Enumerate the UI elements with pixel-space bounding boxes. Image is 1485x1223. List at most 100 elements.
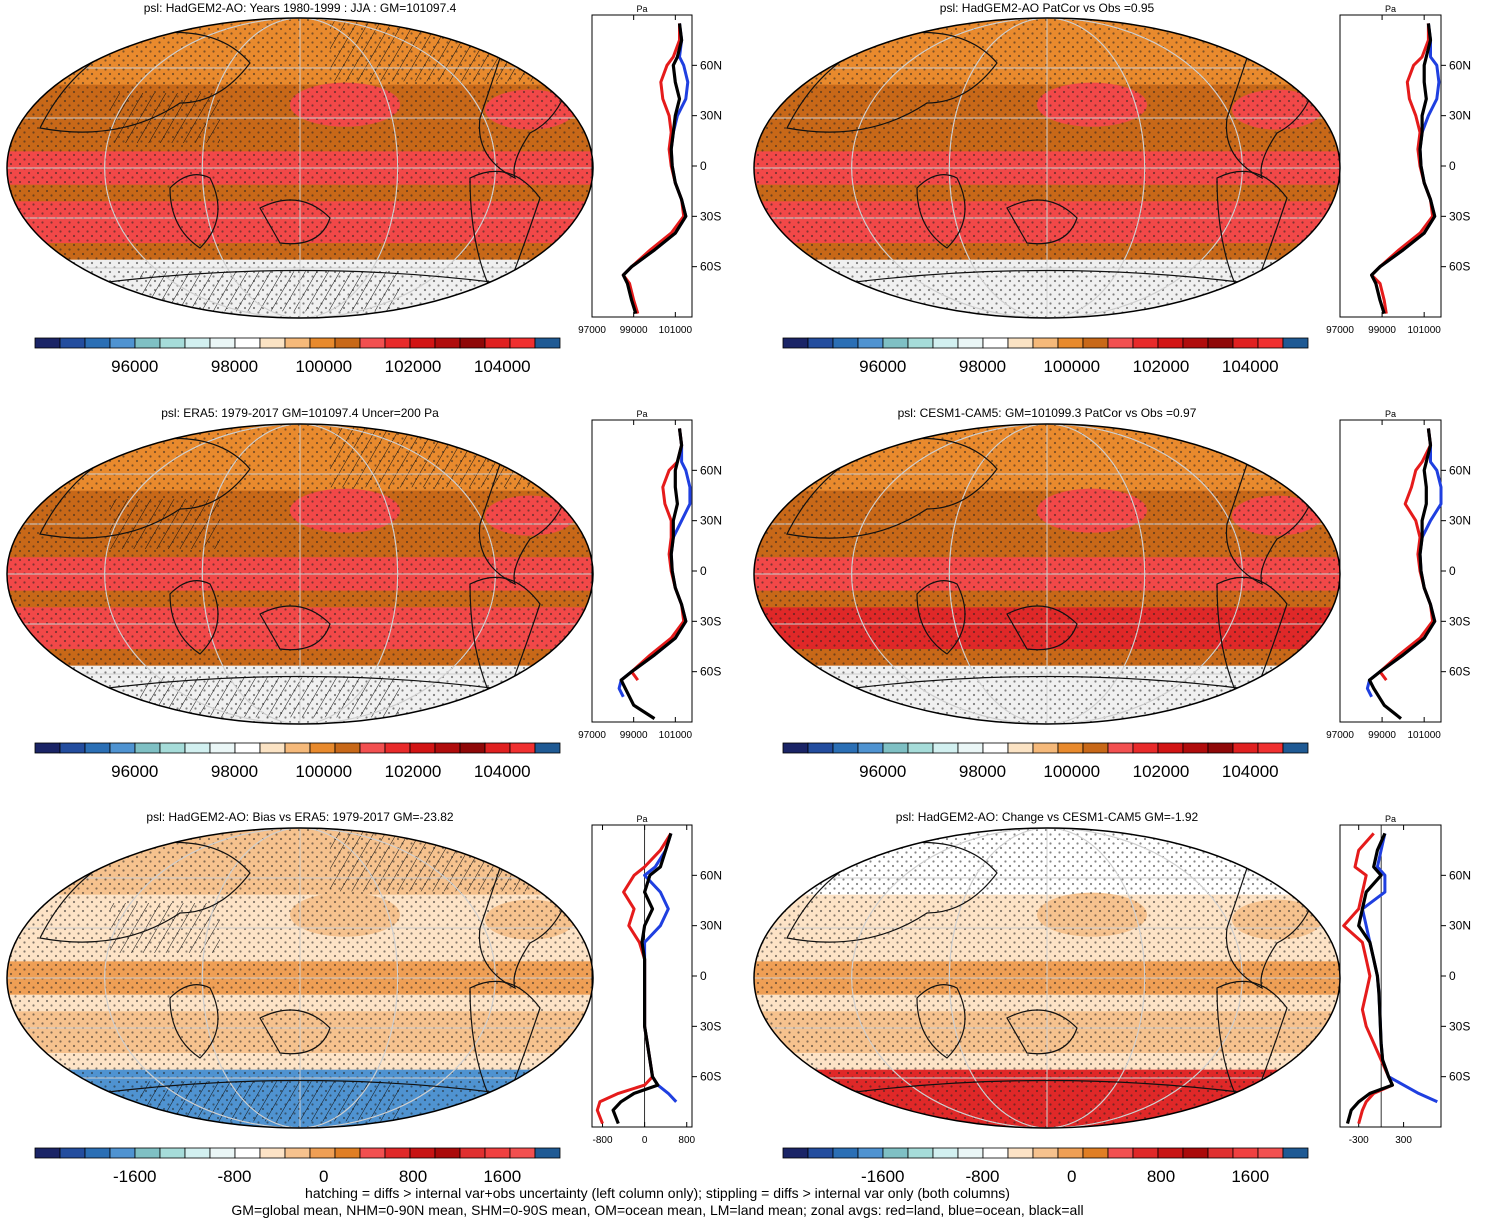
colorbar-label: 102000 [385, 357, 442, 376]
x-tick-label: 99000 [620, 730, 648, 741]
coastline [259, 199, 331, 245]
colorbar-box [1132, 337, 1159, 349]
colorbar-box [1282, 337, 1309, 349]
colorbar-label: -800 [217, 1167, 251, 1186]
coastline [846, 675, 1248, 690]
panel-title: psl: ERA5: 1979-2017 GM=101097.4 Uncer=2… [161, 406, 439, 420]
colorbar-box [1257, 742, 1284, 754]
graticule-lon [948, 18, 1146, 318]
map-fill [754, 424, 1340, 724]
colorbar-box [807, 1147, 834, 1159]
colorbar-box [34, 1147, 61, 1159]
x-tick-label: 97000 [1326, 325, 1354, 336]
zonal-plot-4: Pa 60N 30N 0 30S 60S 97000 99000 101000 [1326, 409, 1471, 741]
coastline [259, 605, 331, 651]
colorbar-box [1007, 742, 1034, 754]
colorbar-box [134, 1147, 161, 1159]
x-tick-label: 101000 [659, 730, 693, 741]
panel-6: psl: HadGEM2-AO: Change vs CESM1-CAM5 GM… [753, 810, 1341, 1186]
lat-label: 30S [700, 614, 721, 628]
lat-label: 30N [1449, 109, 1471, 123]
lat-label: 60N [1449, 58, 1471, 72]
colorbar-box [1282, 742, 1309, 754]
x-tick-label: 97000 [1326, 730, 1354, 741]
colorbar-box [59, 337, 86, 349]
graticule-lon [851, 18, 1243, 318]
colorbar-box [1057, 742, 1084, 754]
colorbar-box [309, 1147, 336, 1159]
colorbar-label: 100000 [1043, 762, 1100, 781]
colorbar-label: 96000 [859, 357, 906, 376]
zonal-plot-1: Pa 60N 30N 0 30S 60S 97000 99000 101000 [578, 4, 722, 336]
colorbar-box [857, 337, 884, 349]
colorbar-box [1232, 1147, 1259, 1159]
hatching [140, 677, 400, 718]
colorbar-label: 98000 [959, 762, 1006, 781]
graticule-lon [201, 18, 399, 318]
x-tick-label: -800 [593, 1135, 613, 1146]
colorbar-box [184, 742, 211, 754]
colorbar-label: 0 [319, 1167, 328, 1186]
colorbar-label: 100000 [295, 357, 352, 376]
colorbar-box [359, 337, 386, 349]
lat-label: 60S [700, 260, 721, 274]
coastline [1216, 170, 1288, 310]
panel-5: psl: HadGEM2-AO: Bias vs ERA5: 1979-2017… [6, 810, 594, 1186]
series-line-land [630, 428, 686, 681]
colorbar-label: 104000 [474, 762, 531, 781]
colorbar-label: 0 [1067, 1167, 1076, 1186]
colorbar-box [1232, 742, 1259, 754]
colorbar-label: 1600 [483, 1167, 521, 1186]
colorbar-box [1007, 1147, 1034, 1159]
colorbar-box [184, 337, 211, 349]
colorbar-box [1207, 1147, 1234, 1159]
lat-label: 60N [700, 58, 722, 72]
colorbar-box [334, 1147, 361, 1159]
zonal-unit: Pa [636, 409, 647, 419]
colorbar-box [832, 337, 859, 349]
colorbar-box [907, 337, 934, 349]
colorbar-box [534, 337, 561, 349]
graticule-lon [201, 828, 399, 1128]
colorbar-box [134, 742, 161, 754]
coastline [169, 174, 219, 249]
lat-label: 30S [1449, 209, 1470, 223]
colorbar-label: 98000 [211, 357, 258, 376]
colorbar-box [882, 337, 909, 349]
colorbar-label: 96000 [111, 357, 158, 376]
zonal-plot-5: Pa 60N 30N 0 30S 60S -800 0 800 [591, 814, 722, 1146]
panel-3: psl: ERA5: 1979-2017 GM=101097.4 Uncer=2… [6, 406, 594, 781]
colorbar-box [1132, 1147, 1159, 1159]
lat-label: 60N [700, 463, 722, 477]
footer-note-hatching: hatching = diffs > internal var+obs unce… [305, 1185, 1010, 1201]
map-fill [754, 18, 1340, 318]
colorbar-box [907, 742, 934, 754]
colorbar-box [234, 337, 261, 349]
zonal-unit: Pa [1385, 4, 1396, 14]
colorbar-box [534, 742, 561, 754]
x-tick-label: 101000 [1407, 325, 1441, 336]
colorbar-label: 98000 [959, 357, 1006, 376]
map-outline [6, 17, 594, 319]
colorbar-box [832, 1147, 859, 1159]
series-line-ocean [1365, 428, 1443, 698]
graticule-lon [104, 424, 496, 724]
series-line-ocean [1370, 23, 1441, 277]
colorbar-box [1007, 337, 1034, 349]
colorbar-box [1032, 742, 1059, 754]
lat-label: 30N [1449, 514, 1471, 528]
panel-1: psl: HadGEM2-AO: Years 1980-1999 : JJA :… [6, 1, 594, 376]
colorbar-label: 104000 [474, 357, 531, 376]
panel-title: psl: HadGEM2-AO: Change vs CESM1-CAM5 GM… [896, 810, 1199, 824]
colorbar-box [1032, 1147, 1059, 1159]
colorbar-box [59, 1147, 86, 1159]
colorbar-label: 96000 [111, 762, 158, 781]
coastline [169, 580, 219, 655]
coastline [846, 1079, 1248, 1094]
colorbar-box [434, 742, 461, 754]
colorbar-box [234, 742, 261, 754]
lat-label: 0 [700, 564, 707, 578]
lat-label: 0 [1449, 969, 1456, 983]
colorbar-box [982, 337, 1009, 349]
